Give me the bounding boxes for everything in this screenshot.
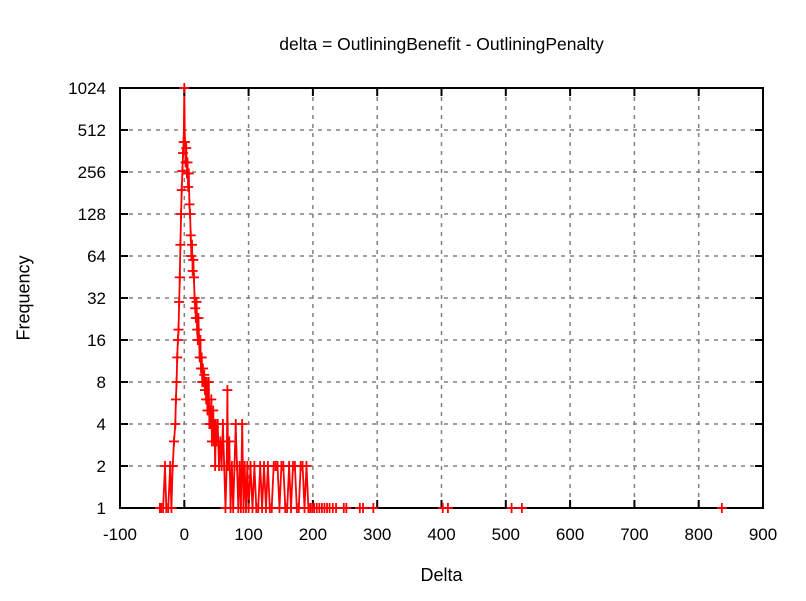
x-tick-label: 600 — [556, 525, 584, 544]
data-point-marker — [193, 313, 204, 324]
data-point-marker — [222, 385, 233, 396]
chart-title: delta = OutliningBenefit - OutliningPena… — [279, 34, 604, 54]
data-point-marker — [185, 230, 196, 241]
data-point-marker — [167, 461, 178, 471]
data-point-marker — [442, 503, 453, 513]
data-point-marker — [181, 143, 192, 154]
data-point-marker — [191, 296, 202, 307]
data-point-marker — [188, 272, 199, 283]
x-tick-label: 300 — [363, 525, 391, 544]
x-tick-label: 800 — [685, 525, 713, 544]
data-point-marker — [203, 377, 214, 387]
data-point-marker — [182, 157, 193, 168]
data-point-marker — [187, 239, 198, 250]
data-point-marker — [197, 363, 208, 374]
y-tick-label: 4 — [97, 415, 106, 434]
y-tick-label: 64 — [87, 247, 106, 266]
data-point-marker — [301, 461, 312, 471]
data-point-marker — [368, 503, 379, 513]
data-point-marker — [516, 503, 527, 513]
x-tick-label: -100 — [103, 525, 137, 544]
data-point-marker — [195, 335, 206, 345]
y-tick-label: 2 — [97, 457, 106, 476]
data-point-marker — [188, 254, 199, 265]
data-point-marker — [183, 168, 194, 179]
x-tick-label: 0 — [180, 525, 189, 544]
data-point-marker — [174, 296, 185, 307]
data-point-marker — [206, 394, 217, 405]
x-tick-label: 100 — [234, 525, 262, 544]
y-tick-label: 1 — [97, 499, 106, 518]
data-point-marker — [174, 272, 185, 283]
data-point-marker — [224, 436, 235, 447]
data-point-marker — [166, 503, 177, 513]
data-point-marker — [199, 369, 210, 380]
data-point-marker — [173, 324, 184, 335]
data-point-marker — [208, 405, 219, 416]
data-point-marker — [179, 83, 190, 93]
data-point-marker — [176, 185, 187, 196]
y-tick-label: 256 — [78, 163, 106, 182]
x-tick-label: 700 — [620, 525, 648, 544]
y-tick-label: 128 — [78, 205, 106, 224]
y-tick-label: 1024 — [68, 79, 106, 98]
data-point-marker — [170, 394, 181, 405]
x-tick-label: 200 — [299, 525, 327, 544]
data-point-marker — [169, 436, 180, 447]
data-point-marker — [358, 503, 369, 513]
data-point-marker — [184, 199, 195, 210]
series-markers — [154, 83, 727, 513]
data-point-marker — [506, 503, 517, 513]
data-point-marker — [187, 265, 198, 276]
data-point-marker — [171, 377, 182, 387]
y-tick-label: 32 — [87, 289, 106, 308]
data-point-marker — [176, 209, 187, 219]
data-point-marker — [196, 352, 207, 363]
data-point-marker — [179, 137, 190, 148]
data-point-marker — [185, 209, 196, 219]
data-point-marker — [192, 324, 203, 335]
data-point-marker — [172, 335, 183, 345]
data-point-marker — [341, 503, 352, 513]
x-tick-label: 900 — [749, 525, 777, 544]
y-tick-label: 512 — [78, 121, 106, 140]
gridlines — [120, 88, 763, 508]
data-point-marker — [237, 419, 248, 429]
data-point-marker — [217, 419, 228, 429]
tick-labels: -100 0 100 200 300 400 500 600 700 800 900 1 2 4 8 16 32… — [68, 79, 777, 544]
data-point-marker — [183, 181, 194, 192]
x-tick-label: 500 — [492, 525, 520, 544]
data-point-marker — [175, 239, 186, 250]
x-tick-label: 400 — [427, 525, 455, 544]
data-point-marker — [172, 352, 183, 363]
data-point-marker — [170, 419, 181, 429]
data-point-marker — [177, 166, 188, 177]
data-point-marker — [190, 303, 201, 314]
y-tick-label: 8 — [97, 373, 106, 392]
x-axis-title: Delta — [420, 565, 463, 585]
data-point-marker — [215, 436, 226, 447]
y-tick-label: 16 — [87, 331, 106, 350]
data-point-marker — [716, 503, 727, 513]
